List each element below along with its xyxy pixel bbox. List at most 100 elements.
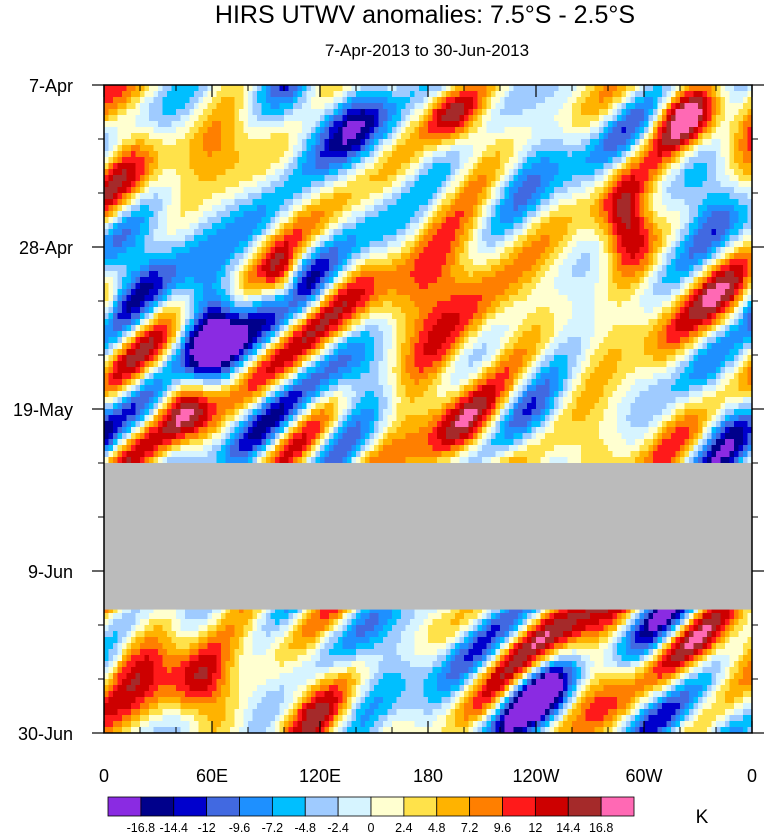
anomaly-cell <box>154 217 159 224</box>
anomaly-cell <box>320 187 325 194</box>
anomaly-cell <box>262 199 267 206</box>
anomaly-cell <box>689 235 694 242</box>
anomaly-cell <box>482 109 487 116</box>
anomaly-cell <box>491 253 496 260</box>
anomaly-cell <box>235 259 240 266</box>
anomaly-cell <box>280 199 285 206</box>
anomaly-cell <box>131 121 136 128</box>
anomaly-cell <box>455 109 460 116</box>
anomaly-cell <box>257 229 262 236</box>
anomaly-cell <box>590 229 595 236</box>
anomaly-cell <box>248 199 253 206</box>
anomaly-cell <box>487 205 492 212</box>
anomaly-cell <box>460 97 465 104</box>
anomaly-cell <box>176 247 181 254</box>
anomaly-cell <box>284 235 289 242</box>
anomaly-cell <box>662 121 667 128</box>
anomaly-cell <box>734 271 739 278</box>
anomaly-cell <box>361 223 366 230</box>
anomaly-cell <box>730 181 735 188</box>
anomaly-cell <box>743 217 748 224</box>
anomaly-cell <box>671 205 676 212</box>
anomaly-cell <box>352 205 357 212</box>
anomaly-cell <box>649 85 654 92</box>
hovmoller-chart: HIRS UTWV anomalies: 7.5°S - 2.5°S 7-Apr… <box>0 0 772 834</box>
anomaly-cell <box>365 187 370 194</box>
anomaly-cell <box>136 187 141 194</box>
anomaly-cell <box>266 289 271 296</box>
anomaly-cell <box>500 271 505 278</box>
anomaly-cell <box>694 103 699 110</box>
anomaly-cell <box>514 133 519 140</box>
anomaly-cell <box>113 235 118 242</box>
anomaly-cell <box>419 199 424 206</box>
anomaly-cell <box>631 253 636 260</box>
anomaly-cell <box>199 289 204 296</box>
anomaly-cell <box>212 247 217 254</box>
anomaly-cell <box>572 97 577 104</box>
anomaly-cell <box>401 127 406 134</box>
anomaly-cell <box>577 277 582 284</box>
anomaly-cell <box>275 265 280 272</box>
anomaly-cell <box>338 223 343 230</box>
anomaly-cell <box>635 127 640 134</box>
anomaly-cell <box>469 115 474 122</box>
anomaly-cell <box>199 139 204 146</box>
anomaly-cell <box>410 133 415 140</box>
anomaly-cell <box>253 187 258 194</box>
anomaly-cell <box>680 109 685 116</box>
anomaly-cell <box>190 289 195 296</box>
anomaly-cell <box>608 211 613 218</box>
anomaly-cell <box>464 271 469 278</box>
anomaly-cell <box>581 127 586 134</box>
anomaly-cell <box>640 187 645 194</box>
anomaly-cell <box>212 145 217 152</box>
anomaly-cell <box>644 205 649 212</box>
anomaly-cell <box>563 247 568 254</box>
anomaly-cell <box>172 175 177 182</box>
anomaly-cell <box>604 277 609 284</box>
anomaly-cell <box>401 115 406 122</box>
anomaly-cell <box>635 139 640 146</box>
anomaly-cell <box>694 265 699 272</box>
anomaly-cell <box>473 193 478 200</box>
anomaly-cell <box>464 115 469 122</box>
anomaly-cell <box>617 205 622 212</box>
anomaly-cell <box>329 229 334 236</box>
anomaly-cell <box>176 85 181 92</box>
anomaly-cell <box>424 289 429 296</box>
anomaly-cell <box>536 283 541 290</box>
anomaly-cell <box>226 145 231 152</box>
anomaly-cell <box>509 241 514 248</box>
anomaly-cell <box>154 241 159 248</box>
anomaly-cell <box>608 205 613 212</box>
anomaly-cell <box>190 247 195 254</box>
anomaly-cell <box>482 151 487 158</box>
anomaly-cell <box>671 133 676 140</box>
anomaly-cell <box>190 223 195 230</box>
anomaly-cell <box>172 217 177 224</box>
anomaly-cell <box>388 187 393 194</box>
anomaly-cell <box>325 133 330 140</box>
anomaly-cell <box>415 139 420 146</box>
anomaly-cell <box>221 109 226 116</box>
anomaly-cell <box>676 265 681 272</box>
anomaly-cell <box>685 193 690 200</box>
anomaly-cell <box>424 277 429 284</box>
anomaly-cell <box>455 229 460 236</box>
anomaly-cell <box>257 283 262 290</box>
anomaly-cell <box>703 115 708 122</box>
anomaly-cell <box>208 259 213 266</box>
anomaly-cell <box>559 223 564 230</box>
anomaly-cell <box>176 133 181 140</box>
anomaly-cell <box>302 157 307 164</box>
anomaly-cell <box>275 151 280 158</box>
anomaly-cell <box>572 145 577 152</box>
anomaly-cell <box>622 157 627 164</box>
anomaly-cell <box>185 247 190 254</box>
anomaly-cell <box>613 109 618 116</box>
anomaly-cell <box>406 169 411 176</box>
anomaly-cell <box>698 169 703 176</box>
anomaly-cell <box>550 253 555 260</box>
anomaly-cell <box>131 139 136 146</box>
